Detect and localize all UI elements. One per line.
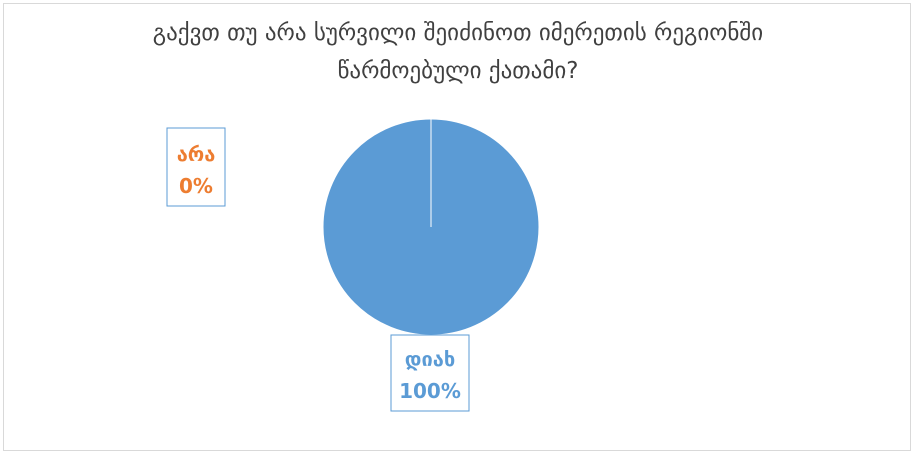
data-label-box-diakh <box>390 334 470 412</box>
data-label-percent-ara: 0% <box>179 174 213 198</box>
chart-title-line-1: გაქვთ თუ არა სურვილი შეიძინოთ იმერეთის რ… <box>152 20 764 46</box>
data-label-name-diakh: დიახ <box>405 347 455 371</box>
pie-slices <box>322 118 540 336</box>
data-label-ara: არა 0% <box>166 127 226 207</box>
data-label-diakh: დიახ 100% <box>390 334 470 412</box>
data-label-name-ara: არა <box>177 142 216 166</box>
data-label-box-ara <box>166 127 226 207</box>
chart-title: გაქვთ თუ არა სურვილი შეიძინოთ იმერეთის რ… <box>0 14 916 90</box>
data-label-percent-diakh: 100% <box>399 379 461 403</box>
chart-title-line-2: წარმოებული ქათამი? <box>337 58 579 84</box>
